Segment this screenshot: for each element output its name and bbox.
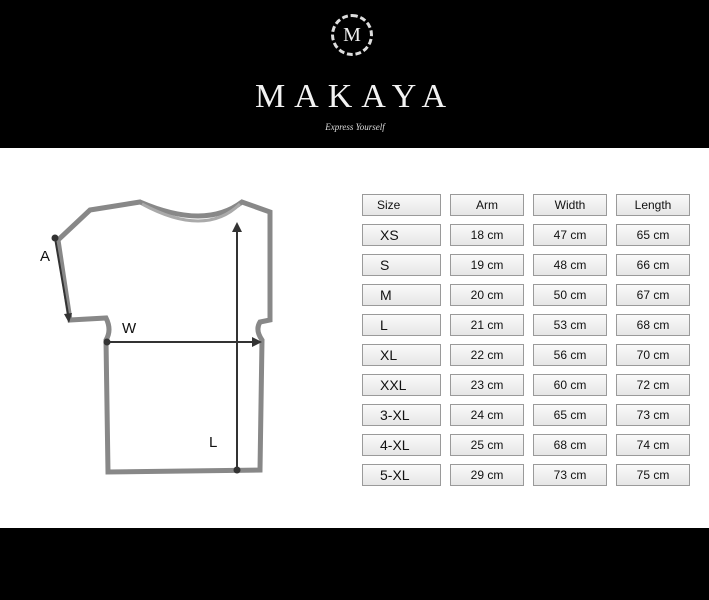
table-cell: 4-XL: [362, 434, 441, 456]
table-cell: 72 cm: [616, 374, 690, 396]
tshirt-outline: [55, 199, 273, 475]
table-cell: 60 cm: [533, 374, 607, 396]
table-cell: 24 cm: [450, 404, 524, 426]
table-cell: 53 cm: [533, 314, 607, 336]
table-cell: 19 cm: [450, 254, 524, 276]
table-cell: 73 cm: [533, 464, 607, 486]
table-cell: 3-XL: [362, 404, 441, 426]
table-cell: M: [362, 284, 441, 306]
table-cell: 48 cm: [533, 254, 607, 276]
table-cell: 21 cm: [450, 314, 524, 336]
table-cell: 29 cm: [450, 464, 524, 486]
table-cell: 22 cm: [450, 344, 524, 366]
length-label: L: [209, 434, 218, 451]
header-banner: M MAKAYA Express Yourself: [0, 0, 709, 148]
table-cell: 47 cm: [533, 224, 607, 246]
table-cell: 68 cm: [616, 314, 690, 336]
table-cell: XL: [362, 344, 441, 366]
table-cell: 75 cm: [616, 464, 690, 486]
brand-emblem: M: [331, 14, 373, 56]
table-cell: 65 cm: [533, 404, 607, 426]
table-cell: 50 cm: [533, 284, 607, 306]
arm-label: A: [40, 248, 51, 265]
table-cell: 5-XL: [362, 464, 441, 486]
table-cell: 70 cm: [616, 344, 690, 366]
table-cell: 56 cm: [533, 344, 607, 366]
table-header-cell: Arm: [450, 194, 524, 216]
width-label: W: [122, 320, 137, 337]
table-header-cell: Size: [362, 194, 441, 216]
table-cell: 23 cm: [450, 374, 524, 396]
tshirt-diagram: [51, 199, 273, 475]
footer-banner: [0, 528, 709, 600]
brand-tagline: Express Yourself: [325, 122, 385, 132]
table-cell: 65 cm: [616, 224, 690, 246]
table-cell: XS: [362, 224, 441, 246]
table-cell: 20 cm: [450, 284, 524, 306]
table-cell: 66 cm: [616, 254, 690, 276]
table-cell: 73 cm: [616, 404, 690, 426]
table-cell: 67 cm: [616, 284, 690, 306]
table-cell: XXL: [362, 374, 441, 396]
table-header-cell: Length: [616, 194, 690, 216]
table-cell: 68 cm: [533, 434, 607, 456]
table-cell: 74 cm: [616, 434, 690, 456]
table-cell: L: [362, 314, 441, 336]
table-cell: 18 cm: [450, 224, 524, 246]
brand-name: MAKAYA: [254, 78, 456, 115]
table-cell: 25 cm: [450, 434, 524, 456]
table-cell: S: [362, 254, 441, 276]
table-header-cell: Width: [533, 194, 607, 216]
